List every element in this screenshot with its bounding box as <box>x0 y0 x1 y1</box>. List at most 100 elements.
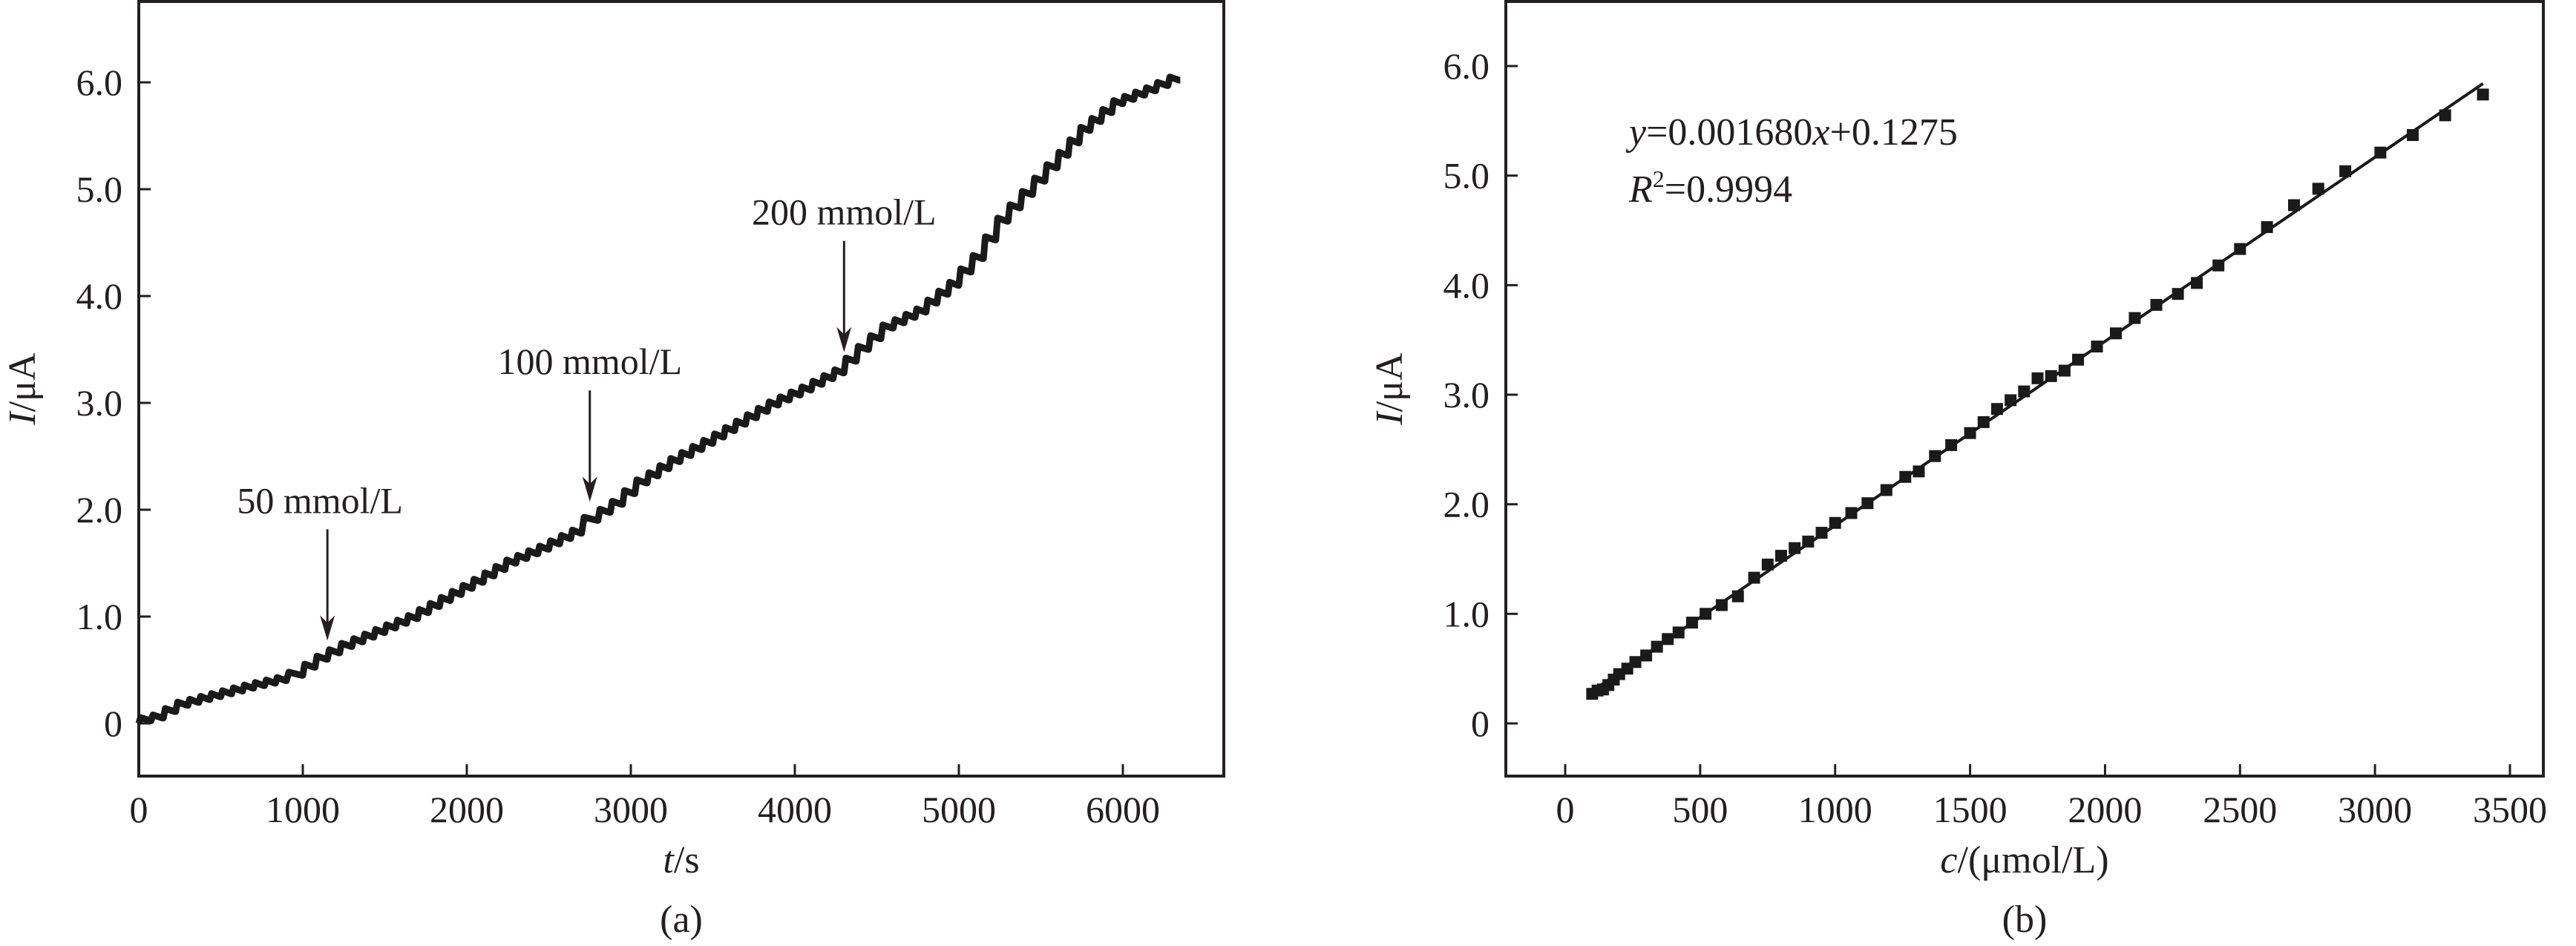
data-point <box>1990 403 2003 415</box>
y-tick-label: 4.0 <box>1443 264 1490 306</box>
data-point <box>1774 550 1787 562</box>
x-tick-label: 3500 <box>2473 789 2547 830</box>
data-point <box>1802 535 1815 548</box>
annotation-arrowhead <box>582 476 597 502</box>
y-tick-label: 5.0 <box>1443 155 1490 197</box>
data-point <box>1789 542 1801 554</box>
y-tick-label: 0 <box>1471 703 1489 744</box>
data-point <box>1731 590 1744 602</box>
data-point <box>2374 146 2387 159</box>
x-tick-label: 2000 <box>2068 789 2142 830</box>
data-point <box>1685 617 1698 629</box>
fit-line <box>1591 82 2484 693</box>
data-point <box>2288 199 2301 211</box>
y-tick-label: 2.0 <box>1443 484 1490 525</box>
data-point <box>2018 385 2031 398</box>
x-tick-label: 1500 <box>1933 789 2008 830</box>
data-point <box>2261 221 2273 234</box>
y-axis-variable: I <box>1 410 44 426</box>
data-point <box>1640 649 1653 662</box>
plot-frame <box>1504 0 2545 778</box>
data-point <box>1761 558 1774 571</box>
fit-equation: y=0.001680x+0.1275 <box>1625 111 1958 154</box>
data-point <box>2091 341 2103 353</box>
data-point <box>2439 109 2451 122</box>
x-tick-label: 500 <box>1672 789 1728 830</box>
data-point <box>2477 88 2489 101</box>
data-point <box>2128 312 2141 324</box>
y-tick-label: 3.0 <box>1443 374 1490 415</box>
data-point <box>1964 427 1976 439</box>
r-squared-variable: R <box>1628 168 1653 211</box>
panel-a: 0 1000 2000 3000 4000 5000 6000 0 1.0 2.0 3.0 4.0 5.… <box>1 0 1225 941</box>
r-squared: R2=0.9994 <box>1628 165 1792 211</box>
data-point <box>1662 633 1674 646</box>
y-tick-label: 1.0 <box>76 596 123 637</box>
data-point <box>2109 327 2122 340</box>
r-squared-superscript: 2 <box>1653 165 1665 192</box>
x-tick-label: 1000 <box>1798 789 1872 830</box>
x-tick-label: 2500 <box>2203 789 2277 830</box>
y-axis-unit: /μA <box>1 352 44 412</box>
annotation-label: 200 mmol/L <box>752 191 937 233</box>
data-point <box>2005 394 2017 407</box>
data-point <box>2191 277 2203 289</box>
y-tick-label: 1.0 <box>1443 593 1490 634</box>
data-point <box>2407 129 2419 142</box>
x-tick-label: 0 <box>1556 789 1575 830</box>
y-axis-title: I/μA <box>1369 352 1411 426</box>
data-point <box>2234 243 2246 255</box>
equation-part: x <box>1812 111 1829 154</box>
data-point <box>2312 183 2324 195</box>
equation-part: =0.001680 <box>1646 111 1812 154</box>
data-point <box>1748 571 1760 584</box>
data-point <box>1913 465 1925 478</box>
data-point <box>1829 516 1841 529</box>
x-axis-title: t/s <box>663 839 699 881</box>
x-axis-variable: c <box>1940 839 1957 881</box>
data-point <box>2212 259 2225 272</box>
data-point <box>1815 527 1828 539</box>
x-tick-label: 4000 <box>758 789 832 830</box>
data-point <box>1929 450 1941 462</box>
y-tick-label: 6.0 <box>76 62 123 103</box>
data-point <box>1700 608 1712 620</box>
y-tick-label: 2.0 <box>76 489 123 531</box>
y-tick-label: 0 <box>104 703 122 744</box>
data-point <box>1861 497 1874 510</box>
x-tick-label: 3000 <box>2338 789 2412 830</box>
data-point <box>2150 298 2163 311</box>
data-point <box>2339 165 2352 177</box>
current-trace <box>135 73 1183 725</box>
data-point <box>1629 656 1642 669</box>
data-point <box>1651 640 1663 653</box>
data-point <box>1899 470 1912 483</box>
x-tick-label: 0 <box>130 789 148 830</box>
x-tick-label: 5000 <box>922 789 996 830</box>
annotation-arrowhead <box>836 326 852 352</box>
y-axis-title: I/μA <box>1 352 44 426</box>
x-tick-label: 2000 <box>430 789 504 830</box>
equation-part: +0.1275 <box>1830 111 1958 154</box>
panel-b: 0 500 1000 1500 2000 2500 3000 3500 0 1.0 2.0 3.0 4.… <box>1369 0 2547 941</box>
equation-part: y <box>1625 111 1647 154</box>
data-point <box>1845 507 1858 519</box>
annotation-label: 100 mmol/L <box>497 341 682 382</box>
x-tick-label: 1000 <box>266 789 340 830</box>
data-point <box>2172 288 2184 300</box>
y-axis-variable: I <box>1369 410 1411 426</box>
x-tick-label: 3000 <box>594 789 668 830</box>
x-axis-variable: t <box>663 839 675 881</box>
r-squared-value: =0.9994 <box>1665 168 1792 211</box>
panel-label: (a) <box>660 899 703 941</box>
y-tick-label: 5.0 <box>76 168 123 210</box>
annotation-label: 50 mmol/L <box>237 479 403 521</box>
data-point <box>1715 599 1728 611</box>
data-point <box>1672 626 1685 639</box>
data-point <box>1880 484 1892 496</box>
data-point <box>2045 369 2057 382</box>
plot-frame <box>137 0 1225 778</box>
y-tick-label: 6.0 <box>1443 45 1490 87</box>
y-tick-label: 3.0 <box>76 382 123 424</box>
